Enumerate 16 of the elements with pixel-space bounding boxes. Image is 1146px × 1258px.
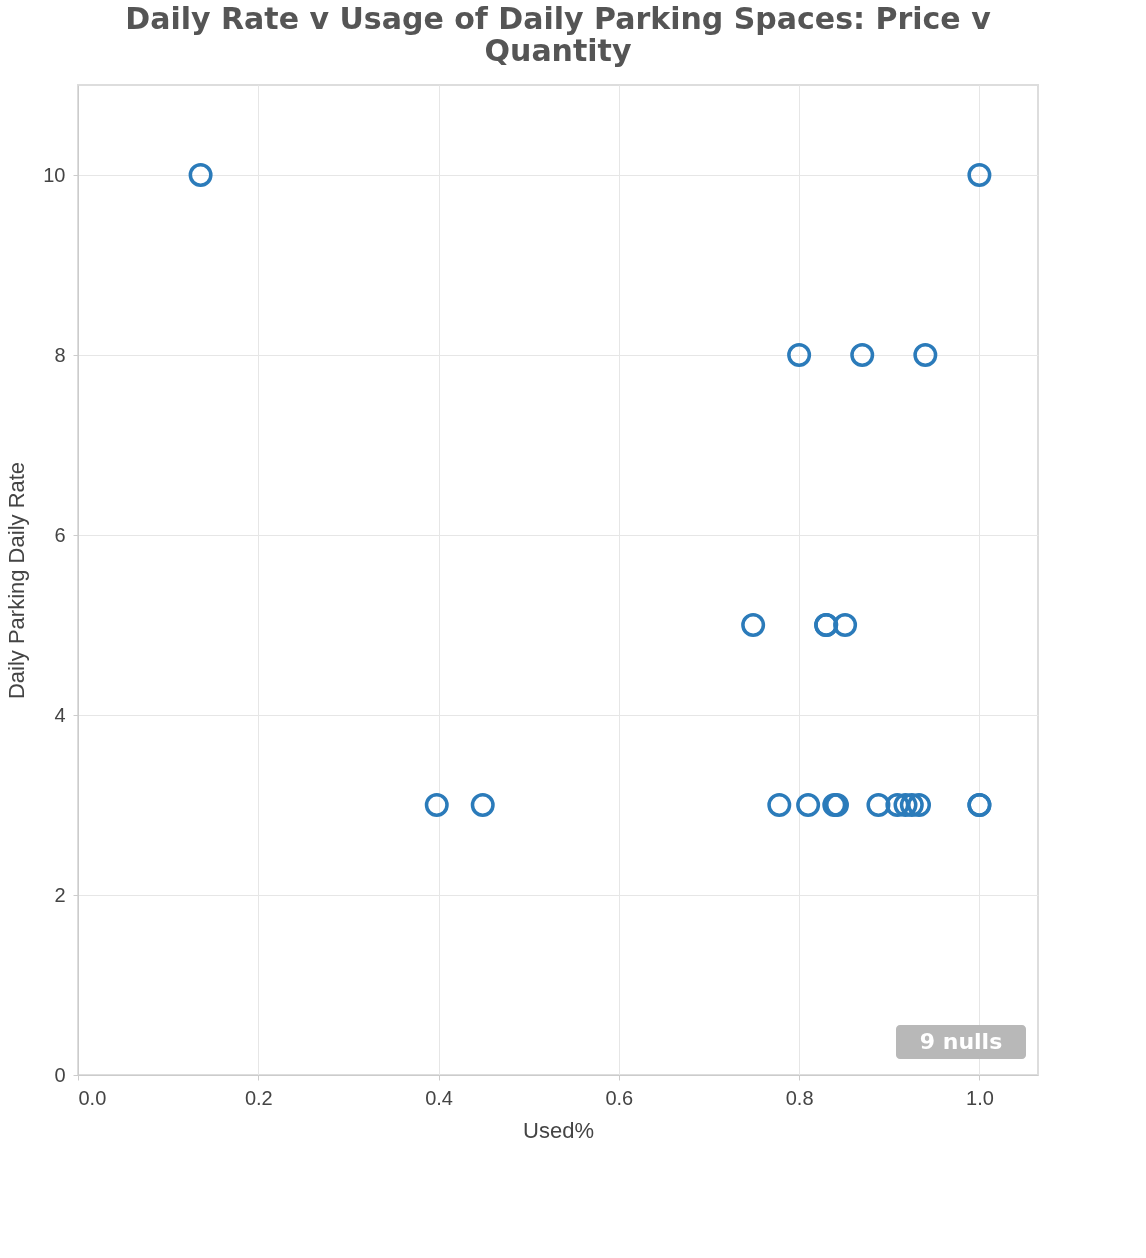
y-tick-label: 6 — [54, 523, 66, 546]
x-tick-label: 0.2 — [244, 1086, 273, 1109]
x-tick-label: 0.6 — [605, 1086, 634, 1109]
annotation: 9 nulls — [919, 1029, 1003, 1054]
y-tick-label: 0 — [54, 1063, 66, 1086]
x-tick-label: 0.4 — [425, 1086, 453, 1109]
x-tick-label: 0.8 — [785, 1086, 814, 1109]
x-axis-title: Used% — [523, 1117, 594, 1143]
chart-title: Daily Rate v Usage of Daily Parking Spaces: Price v Quantity — [125, 1, 992, 68]
x-tick-label: 0.0 — [78, 1086, 107, 1109]
y-tick-label: 10 — [43, 163, 66, 186]
y-axis-title: Daily Parking Daily Rate — [4, 461, 30, 700]
x-tick-label: 1.0 — [966, 1086, 994, 1109]
y-tick-label: 2 — [54, 883, 66, 906]
y-tick-label: 4 — [54, 703, 66, 726]
y-tick-label: 8 — [54, 343, 66, 366]
